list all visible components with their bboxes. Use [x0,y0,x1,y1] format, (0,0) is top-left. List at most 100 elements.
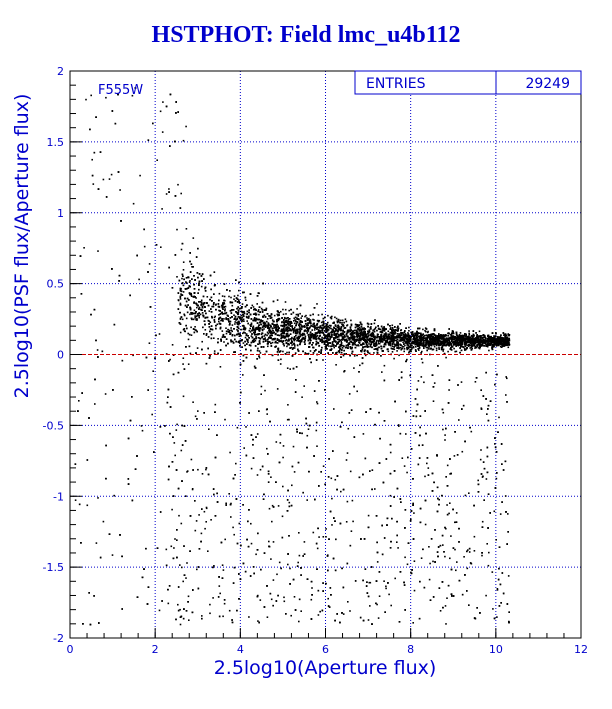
data-point [429,562,431,565]
data-point [365,336,368,339]
data-point [293,320,295,322]
data-point [495,477,498,480]
data-point [466,344,468,346]
data-point [392,334,395,336]
data-point [244,336,247,339]
data-point [266,447,268,450]
data-point [303,385,305,387]
data-point [350,530,353,532]
data-point [283,336,285,338]
data-point [331,315,333,318]
data-point [241,303,244,305]
data-point [389,327,392,329]
data-point [242,318,245,321]
data-point [496,588,499,590]
data-point [442,344,445,347]
data-point [215,304,217,306]
data-point [234,321,236,323]
data-point [376,561,379,563]
data-point [283,325,286,328]
data-point [173,547,175,549]
data-point [366,344,369,346]
data-point [403,346,405,348]
data-point [420,557,423,559]
data-point [290,614,292,617]
data-point [278,334,281,337]
data-point [444,555,446,558]
data-point [201,340,203,343]
data-point [286,418,289,421]
data-point [211,305,213,308]
data-point [408,330,410,332]
data-point [214,403,217,406]
data-point [250,323,253,326]
data-point [442,544,444,546]
data-point [486,342,489,345]
data-point [503,334,505,336]
data-point [345,459,348,461]
data-point [259,468,262,471]
data-point [249,327,251,330]
data-point [453,347,455,350]
data-point [74,499,77,501]
data-point [304,315,306,318]
data-point [185,281,187,283]
data-point [185,577,187,579]
data-point [194,328,196,331]
data-point [236,328,238,331]
data-point [303,324,306,327]
data-point [177,299,180,301]
data-point [486,543,488,545]
data-point [257,309,260,311]
data-point [158,609,161,612]
data-point [381,371,383,373]
data-point [168,188,170,190]
data-point [78,400,80,402]
data-point [303,332,305,335]
data-point [396,541,398,543]
data-point [304,335,307,338]
data-point [178,514,180,517]
data-point [223,283,226,285]
data-point [194,315,196,317]
data-point [291,484,293,487]
data-point [255,336,257,338]
data-point [325,536,327,538]
data-point [498,344,500,347]
data-point [289,322,291,325]
data-point [300,317,302,319]
data-point [220,312,222,315]
data-point [223,602,226,605]
data-point [205,506,208,509]
data-point [288,501,291,504]
data-point [477,338,480,341]
data-point [296,308,298,310]
data-point [260,385,263,388]
data-point [471,345,474,347]
data-point [110,173,113,176]
data-point [331,497,333,500]
data-point [284,328,287,330]
data-point [299,320,302,322]
data-point [188,281,191,283]
data-point [264,389,266,392]
data-point [210,519,212,521]
data-point [321,313,323,316]
data-point [458,419,460,421]
data-point [293,347,296,349]
data-point [263,328,265,330]
data-point [398,340,401,342]
data-point [223,341,225,343]
data-point [296,331,299,333]
data-point [243,310,245,313]
data-point [242,332,244,335]
data-point [193,301,195,303]
data-point [191,488,194,491]
data-point [395,329,398,332]
data-point [385,585,387,588]
data-point [242,342,245,344]
data-point [266,320,268,323]
data-point [337,324,340,327]
data-point [463,556,465,558]
data-point [347,427,350,430]
